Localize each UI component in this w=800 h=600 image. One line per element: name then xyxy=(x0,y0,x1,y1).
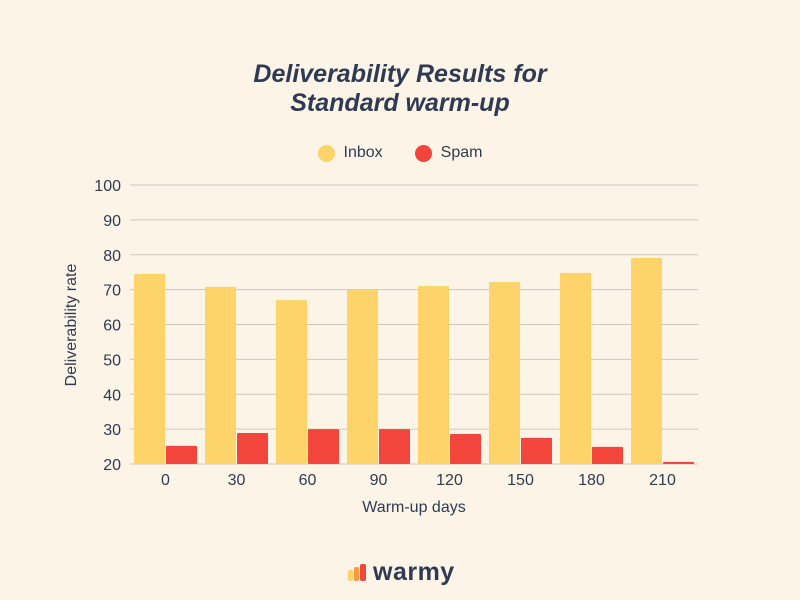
x-tick-label: 60 xyxy=(299,472,317,489)
legend-item-spam: Spam xyxy=(414,144,483,162)
legend-swatch-spam xyxy=(414,144,432,162)
bar-spam-120 xyxy=(450,434,481,464)
x-tick-label: 210 xyxy=(649,472,676,489)
bar-spam-60 xyxy=(308,429,339,464)
bar-inbox-180 xyxy=(560,272,591,464)
y-tick-label: 80 xyxy=(103,248,121,265)
chart-title: Deliverability Results for Standard warm… xyxy=(0,60,800,118)
legend-swatch-inbox xyxy=(317,144,335,162)
x-tick-label: 90 xyxy=(370,472,388,489)
legend-label-inbox: Inbox xyxy=(343,144,383,161)
bar-spam-90 xyxy=(379,429,410,464)
bar-spam-0 xyxy=(166,445,197,464)
y-tick-label: 100 xyxy=(94,178,121,195)
y-tick-label: 50 xyxy=(103,352,121,369)
bar-inbox-0 xyxy=(134,273,165,464)
y-tick-label: 90 xyxy=(103,213,121,230)
bar-inbox-90 xyxy=(347,289,378,464)
warmy-logo-icon xyxy=(348,563,366,581)
y-tick-label: 60 xyxy=(103,318,121,335)
legend: Inbox Spam xyxy=(0,144,800,162)
bar-spam-180 xyxy=(592,446,623,464)
legend-label-spam: Spam xyxy=(440,144,483,161)
brand-logo: warmy xyxy=(348,558,455,587)
chart-title-line1: Deliverability Results for xyxy=(253,60,547,88)
x-axis-label: Warm-up days xyxy=(362,499,465,516)
bar-spam-210 xyxy=(663,461,694,464)
y-tick-label: 40 xyxy=(103,387,121,404)
x-tick-label: 180 xyxy=(578,472,605,489)
legend-item-inbox: Inbox xyxy=(317,144,383,162)
bar-spam-30 xyxy=(237,432,268,464)
y-axis-label: Deliverability rate xyxy=(63,264,80,387)
y-tick-label: 70 xyxy=(103,283,121,300)
chart-title-line2: Standard warm-up xyxy=(290,89,510,117)
bar-inbox-60 xyxy=(276,300,307,464)
bar-spam-150 xyxy=(521,437,552,464)
bar-inbox-210 xyxy=(631,257,662,464)
x-tick-label: 0 xyxy=(161,472,170,489)
brand-name: warmy xyxy=(373,558,455,586)
bar-inbox-150 xyxy=(489,281,520,464)
y-tick-label: 30 xyxy=(103,422,121,439)
x-tick-label: 150 xyxy=(507,472,534,489)
bar-inbox-30 xyxy=(205,286,236,464)
x-tick-label: 30 xyxy=(228,472,246,489)
x-tick-label: 120 xyxy=(436,472,463,489)
bar-inbox-120 xyxy=(418,286,449,464)
y-tick-label: 20 xyxy=(103,457,121,474)
